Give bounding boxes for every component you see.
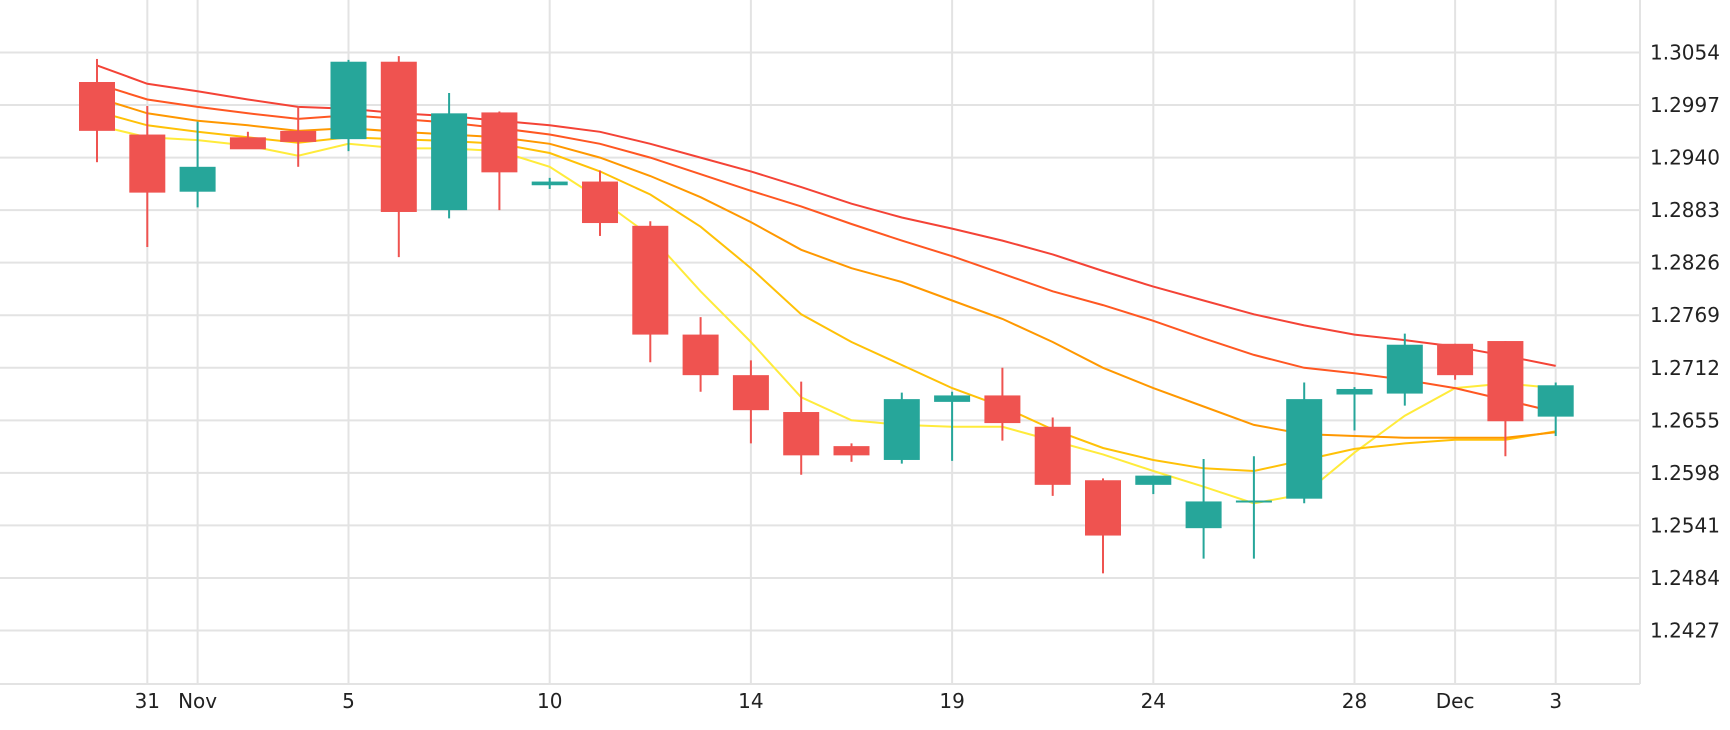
date-tick-label: 14 [738, 689, 763, 713]
date-axis-labels: 31 Nov 5 10 14 19 24 28 Dec 3 [135, 689, 1562, 713]
candle-up [531, 177, 568, 189]
date-tick-label: 3 [1549, 689, 1562, 713]
candle-down [380, 56, 417, 258]
candle-down [582, 170, 618, 236]
date-tick-label: 24 [1141, 689, 1166, 713]
candle-body [1537, 385, 1574, 417]
candle-down [280, 105, 317, 167]
candle-up [1336, 387, 1373, 431]
candle-body [280, 130, 317, 142]
candle-body [1286, 399, 1323, 499]
candle-body [632, 225, 669, 335]
price-tick-label: 1.2997 [1650, 93, 1720, 117]
candle-up [1537, 382, 1574, 436]
candle-body [582, 181, 618, 224]
candle-down [481, 111, 518, 211]
candle-body [229, 137, 266, 150]
candle-up [1386, 333, 1423, 406]
date-tick-label: 19 [939, 689, 964, 713]
candle-body [1185, 501, 1222, 529]
candle-up [934, 391, 971, 461]
candle-body [833, 446, 870, 456]
candle-up [1286, 382, 1323, 504]
price-tick-label: 1.2826 [1650, 251, 1720, 275]
candle-down [129, 105, 166, 248]
candle-down [1085, 478, 1121, 574]
moving-average-line [96, 96, 1556, 439]
candle-body [129, 134, 166, 193]
candle-down [1487, 341, 1524, 457]
moving-average-line [96, 110, 1556, 473]
price-tick-label: 1.2940 [1650, 146, 1720, 170]
candle-body [1235, 500, 1272, 503]
candle-body [431, 113, 468, 211]
candle-body [380, 61, 417, 212]
horizontal-gridlines [0, 51, 1640, 632]
price-tick-label: 1.2541 [1650, 513, 1720, 537]
candle-body [179, 166, 216, 192]
candle-up [431, 93, 468, 219]
candle-body [531, 181, 568, 186]
candle-down [1034, 417, 1071, 496]
candle-up [330, 59, 367, 152]
candle-body [984, 395, 1021, 424]
candle-body [481, 112, 518, 173]
candle-body [1135, 475, 1172, 485]
candle-down [682, 317, 719, 392]
candle-down [732, 360, 769, 444]
price-tick-label: 1.2484 [1650, 566, 1720, 590]
candle-down [79, 58, 115, 163]
candle-body [934, 395, 971, 402]
price-tick-label: 1.2712 [1650, 356, 1720, 380]
candle-down [833, 443, 870, 462]
price-tick-label: 1.2655 [1650, 408, 1720, 432]
candle-down [632, 221, 669, 363]
candle-down [783, 381, 820, 475]
candle-body [883, 399, 920, 460]
candle-body [1085, 480, 1121, 536]
candle-up [179, 121, 216, 208]
date-tick-label: 10 [537, 689, 562, 713]
candle-body [682, 334, 719, 376]
candle-up [883, 392, 920, 464]
candle-up [1135, 475, 1172, 495]
price-tick-label: 1.2769 [1650, 303, 1720, 327]
candle-body [783, 412, 820, 456]
price-tick-label: 1.2598 [1650, 461, 1720, 485]
candle-body [1336, 388, 1373, 395]
candle-body [79, 81, 115, 131]
price-axis-labels: 1.3054 1.2997 1.2940 1.2883 1.2826 1.2769 1.27… [1650, 41, 1720, 643]
candle-body [1386, 344, 1423, 394]
date-tick-label: 31 [135, 689, 160, 713]
date-tick-label: 5 [342, 689, 355, 713]
candle-body [1437, 343, 1474, 376]
date-tick-label: Nov [178, 689, 217, 713]
candle-body [330, 61, 367, 140]
candle-body [1487, 341, 1524, 422]
candles [79, 56, 1574, 574]
candle-down [229, 131, 266, 150]
candle-body [732, 375, 769, 411]
candle-down [1437, 343, 1474, 380]
date-tick-label: Dec [1436, 689, 1475, 713]
candle-down [984, 367, 1021, 441]
candle-up [1185, 459, 1222, 559]
price-tick-label: 1.2427 [1650, 619, 1720, 643]
price-tick-label: 1.3054 [1650, 41, 1720, 65]
date-tick-label: 28 [1342, 689, 1367, 713]
price-tick-label: 1.2883 [1650, 198, 1720, 222]
candle-up [1235, 456, 1272, 559]
candle-body [1034, 426, 1071, 485]
